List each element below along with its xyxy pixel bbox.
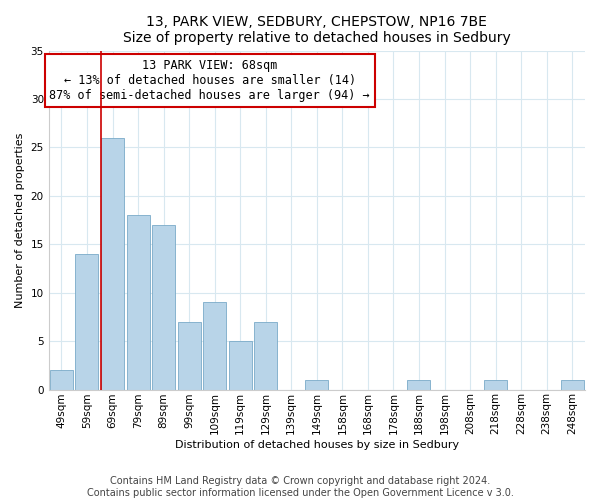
Bar [178, 322, 200, 390]
Title: 13, PARK VIEW, SEDBURY, CHEPSTOW, NP16 7BE
Size of property relative to detached: 13, PARK VIEW, SEDBURY, CHEPSTOW, NP16 7… [123, 15, 511, 45]
X-axis label: Distribution of detached houses by size in Sedbury: Distribution of detached houses by size … [175, 440, 459, 450]
Bar [229, 341, 252, 390]
Bar [484, 380, 507, 390]
Bar [203, 302, 226, 390]
Bar [407, 380, 430, 390]
Y-axis label: Number of detached properties: Number of detached properties [15, 132, 25, 308]
Bar [50, 370, 73, 390]
Bar [76, 254, 98, 390]
Text: Contains HM Land Registry data © Crown copyright and database right 2024.
Contai: Contains HM Land Registry data © Crown c… [86, 476, 514, 498]
Bar [127, 215, 149, 390]
Text: 13 PARK VIEW: 68sqm
← 13% of detached houses are smaller (14)
87% of semi-detach: 13 PARK VIEW: 68sqm ← 13% of detached ho… [49, 59, 370, 102]
Bar [152, 225, 175, 390]
Bar [305, 380, 328, 390]
Bar [254, 322, 277, 390]
Bar [561, 380, 584, 390]
Bar [101, 138, 124, 390]
